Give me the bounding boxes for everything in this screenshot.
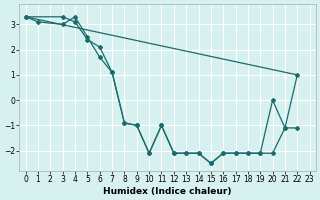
X-axis label: Humidex (Indice chaleur): Humidex (Indice chaleur) bbox=[103, 187, 232, 196]
